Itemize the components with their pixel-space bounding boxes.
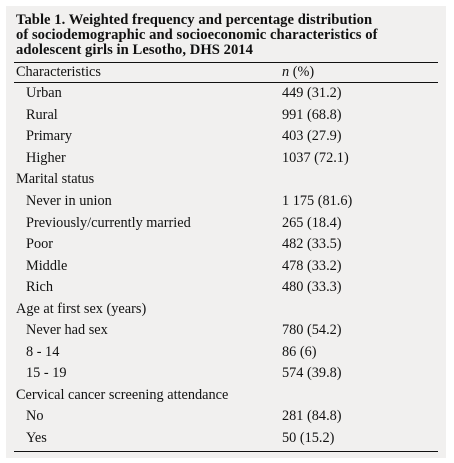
table-row: No 281 (84.8) [14,406,438,428]
caption-line-3: adolescent girls in Lesotho, DHS 2014 [16,42,253,58]
row-value: 403 (27.9) [282,128,342,145]
row-label: Higher [26,149,66,166]
row-value: 265 (18.4) [282,214,342,231]
row-label: Rich [26,279,54,296]
section-row-age-at-first-sex: Age at first sex (years) [14,298,438,320]
table-row: Middle 478 (33.2) [14,255,438,277]
row-value: 991 (68.8) [282,106,342,123]
table-row: 8 - 14 86 (6) [14,342,438,364]
caption-line-1: Table 1. Weighted frequency and percenta… [16,12,373,28]
table-row: Higher 1037 (72.1) [14,148,438,170]
row-label: Primary [26,128,73,145]
row-label: Middle [26,257,68,274]
row-label: No [26,408,44,425]
header-n: n [282,64,290,80]
row-label: Rural [26,106,58,123]
table-row: Primary 403 (27.9) [14,126,438,148]
row-label: Never in union [26,193,112,209]
row-value: 482 (33.5) [282,236,342,253]
row-label: Poor [26,236,54,253]
row-value: 281 (84.8) [282,408,342,425]
row-value: 780 (54.2) [282,322,342,339]
table-row: Yes 50 (15.2) [14,428,438,450]
data-table: Characteristics n (%) Urban 449 (31.2) R… [14,62,438,453]
section-label: Marital status [16,171,95,188]
section-label: Age at first sex (years) [16,300,147,317]
table-header-row: Characteristics n (%) [14,63,438,83]
row-label: 8 - 14 [26,343,60,360]
row-value: 480 (33.3) [282,279,342,296]
row-label: Never had sex [26,322,108,339]
table-caption: Table 1. Weighted frequency and percenta… [16,13,438,58]
row-value: 449 (31.2) [282,85,342,102]
section-row-marital-status: Marital status [14,169,438,191]
row-value: 50 (15.2) [282,430,335,447]
row-value: 86 (6) [282,343,317,360]
table-row: Poor 482 (33.5) [14,234,438,256]
row-value: 1037 (72.1) [282,149,349,166]
row-label: Yes [26,430,47,447]
section-row-cervical-screening: Cervical cancer screening attendance [14,385,438,407]
row-value: 478 (33.2) [282,257,342,274]
table-row: 15 - 19 574 (39.8) [14,363,438,385]
header-n-percent: n (%) [282,64,438,81]
table-row: Rural 991 (68.8) [14,105,438,127]
header-characteristics: Characteristics [16,64,101,80]
row-value: 1 175 (81.6) [282,193,353,209]
table-row: Previously/currently married 265 (18.4) [14,212,438,234]
caption-line-2: of sociodemographic and socioeconomic ch… [16,27,378,43]
table-row: Rich 480 (33.3) [14,277,438,299]
row-label: Previously/currently married [26,214,191,231]
table-row: Never in union 1 175 (81.6) [14,191,438,213]
table-row: Urban 449 (31.2) [14,83,438,105]
section-label: Cervical cancer screening attendance [16,386,229,403]
table-row: Never had sex 780 (54.2) [14,320,438,342]
header-percent: (%) [289,64,315,80]
table-body: Urban 449 (31.2) Rural 991 (68.8) Primar… [14,83,438,451]
row-label: 15 - 19 [26,365,67,382]
row-value: 574 (39.8) [282,365,342,382]
table-panel: Table 1. Weighted frequency and percenta… [6,6,446,458]
row-label: Urban [26,85,62,102]
